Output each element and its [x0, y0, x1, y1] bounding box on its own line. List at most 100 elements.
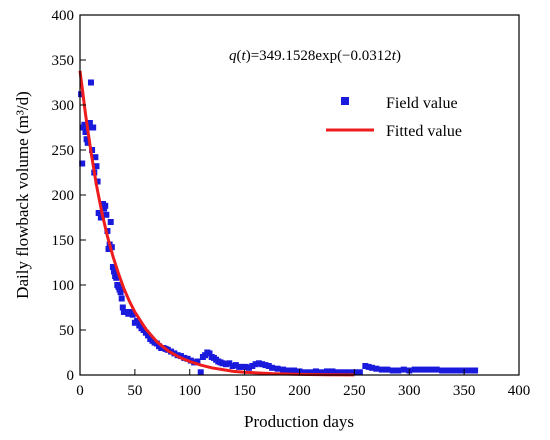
field-value-point — [78, 91, 85, 98]
field-value-point — [246, 364, 253, 371]
x-tick-label: 150 — [233, 383, 256, 399]
field-value-point — [81, 121, 88, 128]
field-value-point — [79, 160, 86, 167]
field-value-point — [229, 363, 236, 369]
field-value-point — [177, 353, 184, 360]
field-value-point — [222, 361, 229, 368]
field-value-point — [329, 368, 336, 375]
field-value-point — [102, 202, 109, 209]
field-value-point — [345, 369, 352, 376]
field-value-point — [249, 363, 256, 369]
field-value-point — [362, 363, 369, 369]
field-value-point — [84, 139, 91, 146]
field-value-point — [450, 367, 457, 374]
equation-t2: t — [392, 48, 397, 64]
field-value-point — [232, 362, 239, 369]
y-tick-label: 250 — [52, 143, 75, 159]
field-value-point — [291, 367, 298, 374]
field-value-point — [107, 219, 114, 225]
field-value-point — [113, 274, 120, 281]
x-tick-label: 0 — [76, 383, 84, 399]
field-value-point — [94, 178, 101, 185]
field-value-point — [433, 366, 440, 373]
field-value-point — [356, 369, 363, 376]
field-value-point — [378, 366, 385, 373]
field-value-point — [373, 365, 380, 372]
field-value-point — [236, 363, 243, 370]
field-value-point — [269, 364, 276, 371]
equation-open: ( — [237, 48, 242, 64]
field-value-point — [274, 365, 281, 372]
field-value-point — [117, 289, 124, 296]
y-tick-label: 350 — [52, 53, 75, 69]
x-tick-label: 300 — [398, 383, 421, 399]
y-tick-label: 100 — [52, 278, 75, 294]
x-tick-label: 400 — [508, 383, 531, 399]
legend-label-field-value: Field value — [386, 95, 458, 112]
field-value-point — [184, 355, 191, 362]
field-value-point — [129, 311, 136, 318]
field-value-point — [119, 304, 126, 311]
ticks-layer: 0 50 100 150 200 250 300 350 400 0 50 100 150 200 250 3… — [52, 8, 531, 399]
equation-t1: t — [242, 48, 247, 64]
field-value-point — [219, 360, 226, 367]
field-value-point — [242, 363, 249, 370]
equation-end: ) — [396, 48, 401, 64]
field-value-point — [90, 124, 97, 131]
equation-body: )=349.1528exp(−0.0312 — [246, 48, 392, 64]
field-value-point — [83, 136, 90, 143]
field-value-point — [301, 369, 308, 376]
y-tick-label: 0 — [67, 368, 75, 384]
y-tick-label: 400 — [52, 8, 75, 24]
x-tick-label: 350 — [453, 383, 476, 399]
y-tick-label: 150 — [52, 233, 75, 249]
field-value-point — [259, 361, 266, 368]
field-value-point — [194, 358, 201, 365]
field-value-point — [93, 163, 100, 170]
field-value-point — [395, 367, 402, 374]
field-value-point — [109, 264, 116, 270]
field-value-point — [111, 268, 118, 275]
field-value-point — [384, 366, 391, 373]
field-value-point — [96, 210, 103, 216]
field-value-point — [262, 362, 269, 369]
field-value-point — [226, 360, 233, 367]
field-value-point — [318, 369, 325, 376]
y-axis-title: Daily flowback volume (m³/d) — [13, 91, 32, 299]
y-tick-label: 300 — [52, 98, 75, 114]
field-value-point — [105, 246, 112, 252]
field-value-point — [118, 295, 125, 302]
field-value-point — [82, 129, 89, 135]
field-value-point — [103, 211, 110, 218]
field-value-point — [323, 368, 330, 375]
field-value-point — [280, 366, 287, 373]
x-tick-label: 250 — [343, 383, 366, 399]
field-value-point — [428, 366, 435, 373]
field-value-point — [444, 367, 451, 374]
field-value-point — [239, 363, 246, 370]
y-tick-label: 200 — [52, 188, 75, 204]
field-value-point — [411, 366, 418, 373]
field-value-point — [87, 79, 94, 86]
x-tick-label: 200 — [288, 383, 311, 399]
field-value-point — [472, 367, 479, 374]
field-value-point — [340, 369, 347, 376]
field-value-point — [466, 367, 473, 374]
x-axis-title: Production days — [244, 412, 354, 431]
field-value-point — [389, 367, 396, 374]
field-value-point — [86, 120, 93, 126]
field-value-point — [307, 369, 314, 376]
legend-marker-field-value — [341, 97, 349, 105]
field-value-point — [265, 363, 272, 369]
field-value-point — [312, 368, 319, 375]
field-value-point — [334, 369, 341, 376]
equation-q: q — [229, 48, 237, 64]
field-value-point — [252, 361, 259, 368]
equation-annotation: q(t)=349.1528exp(−0.0312t) — [229, 48, 401, 64]
x-tick-label: 100 — [179, 383, 202, 399]
field-value-point — [92, 154, 99, 161]
field-value-point — [145, 332, 152, 339]
field-value-point — [134, 318, 141, 324]
